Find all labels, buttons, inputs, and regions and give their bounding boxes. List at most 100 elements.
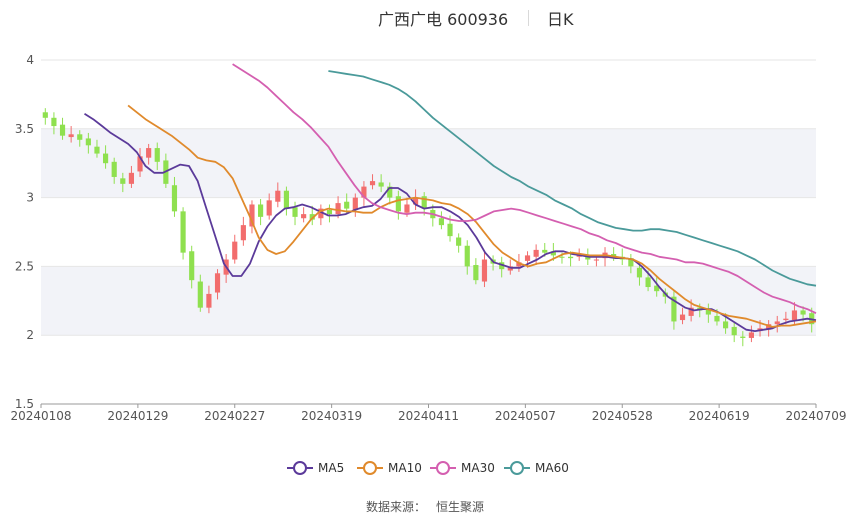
legend-marker-ma60 xyxy=(504,461,530,475)
candle-body xyxy=(378,182,384,187)
candle-body xyxy=(645,277,651,288)
candle-body xyxy=(171,185,178,212)
candle-body xyxy=(766,324,772,330)
line-ma30 xyxy=(232,63,817,315)
y-tick-label: 2 xyxy=(26,328,34,342)
candle-body xyxy=(679,314,686,321)
candle-body xyxy=(180,211,186,253)
candle-body xyxy=(154,148,160,162)
candle-body xyxy=(481,259,488,282)
candle-body xyxy=(292,207,298,217)
candle-body xyxy=(240,225,246,241)
legend-item-ma10[interactable]: MA10 xyxy=(357,458,422,478)
candle-body xyxy=(128,172,134,184)
candle-body xyxy=(507,266,513,271)
candle-body xyxy=(542,249,548,253)
candle-body xyxy=(206,293,212,308)
candle-body xyxy=(249,204,255,227)
legend-marker-ma30 xyxy=(430,461,456,475)
candle-body xyxy=(524,255,531,261)
candle-body xyxy=(197,281,203,308)
x-tick-label: 20240227 xyxy=(204,409,265,423)
candle-body xyxy=(94,146,100,154)
y-tick-label: 1.5 xyxy=(15,397,34,411)
candle-body xyxy=(705,309,711,315)
candle-body xyxy=(232,241,238,260)
chart-title-row: 广西广电 600936 日K xyxy=(0,6,850,30)
legend-label-ma60: MA60 xyxy=(535,461,569,475)
candle-body xyxy=(85,138,91,146)
candle-body xyxy=(447,223,453,237)
candle-body xyxy=(335,203,341,215)
candle-body xyxy=(568,256,574,259)
legend-item-ma60[interactable]: MA60 xyxy=(504,458,569,478)
candle-body xyxy=(576,255,582,257)
candle-body xyxy=(559,256,565,258)
x-tick-label: 20240528 xyxy=(592,409,653,423)
candle-body xyxy=(473,265,479,281)
y-tick-label: 3.5 xyxy=(15,122,34,136)
grid-band xyxy=(41,128,816,198)
x-tick-label: 20240507 xyxy=(495,409,556,423)
candle-body xyxy=(51,117,57,127)
legend-marker-ma5 xyxy=(287,461,313,475)
candle-body xyxy=(731,326,737,336)
candle-body xyxy=(748,332,754,338)
candle-body xyxy=(214,273,221,293)
candle-body xyxy=(585,256,591,260)
candle-body xyxy=(456,237,462,246)
candle-body xyxy=(654,285,660,292)
candle-body xyxy=(146,148,152,158)
legend-item-ma5[interactable]: MA5 xyxy=(287,458,344,478)
candle-body xyxy=(413,197,419,205)
y-tick-label: 2.5 xyxy=(15,259,34,273)
candle-body xyxy=(395,196,401,212)
candle-body xyxy=(387,186,393,198)
candle-body xyxy=(611,254,617,257)
candle-body xyxy=(326,209,333,215)
candle-body xyxy=(783,318,789,321)
candle-body xyxy=(42,112,48,118)
candlestick-chart[interactable]: 1.5 2 2.5 3 3.5 4 20240108 20240129 20240227 2024… xyxy=(0,0,850,440)
candle-body xyxy=(352,197,358,210)
candle-body xyxy=(499,262,505,270)
candle-body xyxy=(438,218,444,226)
line-ma10 xyxy=(127,104,817,328)
legend-label-ma30: MA30 xyxy=(461,461,495,475)
candle-body xyxy=(671,296,677,322)
candle-body xyxy=(283,190,289,209)
candle-body xyxy=(103,153,109,164)
candle-body xyxy=(723,321,729,329)
x-tick-label: 20240108 xyxy=(10,409,71,423)
candle-body xyxy=(59,124,66,136)
candle-body xyxy=(137,156,143,172)
candle-body xyxy=(318,208,324,219)
legend-label-ma10: MA10 xyxy=(388,461,422,475)
legend-label-ma5: MA5 xyxy=(318,461,345,475)
candle-body xyxy=(636,267,643,278)
candle-body xyxy=(275,190,281,202)
candle-body xyxy=(361,186,367,198)
line-ma5 xyxy=(84,112,817,333)
x-tick-label: 20240129 xyxy=(107,409,168,423)
candle-body xyxy=(77,134,83,140)
candle-body xyxy=(464,245,470,267)
chart-legend: MA5 MA10 MA30 MA60 xyxy=(0,458,850,478)
legend-marker-ma10 xyxy=(357,461,383,475)
candle-body xyxy=(111,161,117,177)
period-label: 日K xyxy=(547,10,574,29)
candle-body xyxy=(593,259,599,261)
x-tick-label: 20240319 xyxy=(301,409,362,423)
y-tick-label: 3 xyxy=(26,191,34,205)
candle-body xyxy=(369,181,376,186)
candle-body xyxy=(309,214,315,220)
candle-body xyxy=(740,336,746,338)
source-value: 恒生聚源 xyxy=(436,500,485,514)
legend-item-ma30[interactable]: MA30 xyxy=(430,458,495,478)
line-ma60 xyxy=(328,70,817,287)
candle-body xyxy=(404,204,410,213)
candle-body xyxy=(774,321,780,325)
candle-body xyxy=(688,307,694,316)
candle-body xyxy=(714,315,720,322)
y-tick-label: 4 xyxy=(26,53,34,67)
